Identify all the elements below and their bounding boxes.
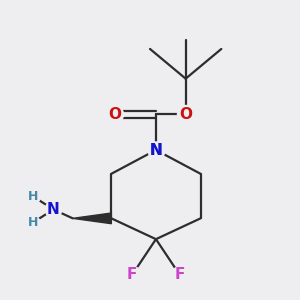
Text: N: N xyxy=(150,142,162,158)
Text: N: N xyxy=(150,142,162,158)
Text: H: H xyxy=(27,216,38,229)
Text: O: O xyxy=(179,107,192,122)
Polygon shape xyxy=(73,213,111,224)
Text: O: O xyxy=(108,107,121,122)
Text: N: N xyxy=(47,202,60,217)
Text: F: F xyxy=(127,267,137,282)
Text: F: F xyxy=(175,267,185,282)
Text: H: H xyxy=(27,190,38,202)
